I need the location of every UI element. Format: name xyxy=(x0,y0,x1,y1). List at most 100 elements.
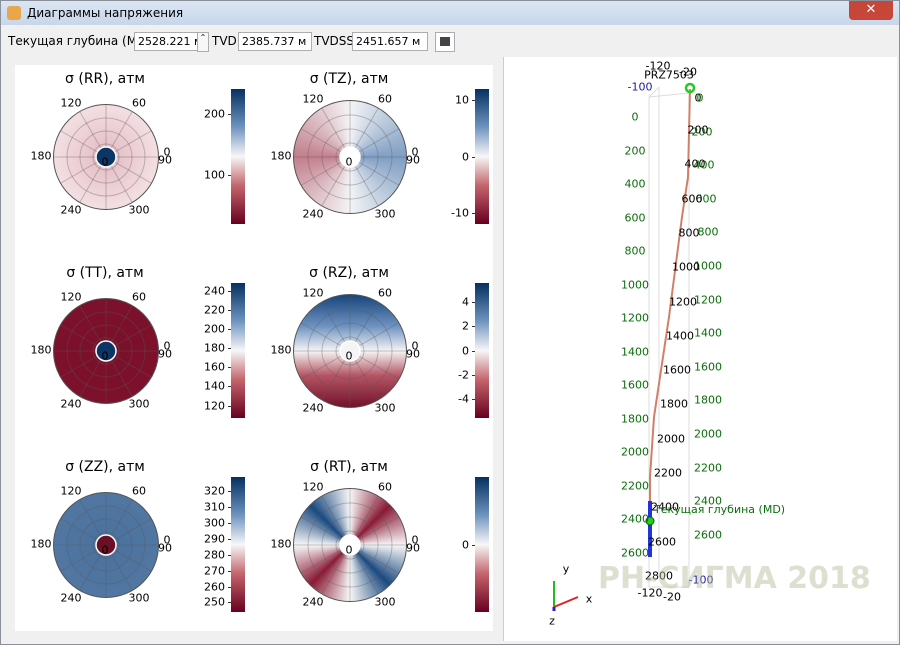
colorbar-tick xyxy=(228,367,231,369)
tvdss-input[interactable]: 2451.657 м xyxy=(352,32,428,51)
angle-label: 0 xyxy=(101,155,109,169)
image-button[interactable] xyxy=(435,32,455,52)
colorbar-tick-label: 120 xyxy=(204,399,225,413)
view-3d: PRZ7503 -120 -20 -100 0 0 200 400 600 800 1000 1200… xyxy=(503,57,897,641)
md-spin[interactable]: ⌃ xyxy=(197,32,209,52)
colorbar-tick-label: -4 xyxy=(458,392,469,406)
colorbar-tick-label: 140 xyxy=(204,379,225,393)
depth-label-right: 800 xyxy=(697,225,719,239)
axis-triad-label: y xyxy=(562,562,570,576)
depth-label-right: 2200 xyxy=(694,461,722,475)
angle-label: 240 xyxy=(60,203,82,217)
angle-label: 300 xyxy=(128,203,150,217)
colorbar-tick xyxy=(472,212,475,214)
colorbar-tick-label: 280 xyxy=(204,548,225,562)
depth-label-right: 2600 xyxy=(694,528,722,542)
colorbar-tick xyxy=(472,302,475,304)
polar-grid xyxy=(294,101,406,213)
angle-label: 0 xyxy=(345,349,353,363)
colorbar-tick-label: 300 xyxy=(204,516,225,530)
angle-label: 60 xyxy=(378,480,392,494)
colorbar-tick xyxy=(228,405,231,407)
colorbar xyxy=(475,283,489,418)
angle-label: 240 xyxy=(60,397,82,411)
colorbar-tick xyxy=(228,570,231,572)
colorbar-tick xyxy=(228,348,231,350)
depth-label-track: 400 xyxy=(684,157,706,171)
plot-title: σ (ZZ), атм xyxy=(65,459,145,475)
angle-label: 0 xyxy=(411,339,419,353)
axis-label: -100 xyxy=(627,80,653,94)
colorbar-tick xyxy=(228,523,231,525)
angle-label: 120 xyxy=(302,480,324,494)
depth-label-right: 2400 xyxy=(694,494,722,508)
stress-panel: σ (RR), атм 120 60 180 0 90 240 300 0 100 200 σ (TZ… xyxy=(15,65,493,631)
well-name: PRZ7503 xyxy=(644,68,694,82)
depth-label-left: 2000 xyxy=(621,445,649,459)
colorbar-tick xyxy=(228,174,231,176)
angle-label: 90 xyxy=(406,153,420,167)
md-label: Текущая глубина (MD): xyxy=(8,34,156,48)
colorbar-tick xyxy=(228,602,231,604)
colorbar xyxy=(475,89,489,224)
plot-title: σ (RT), атм xyxy=(310,459,388,475)
depth-label-right: 0 xyxy=(696,91,704,105)
tvd-input[interactable]: 2385.737 м xyxy=(238,32,312,51)
axis-triad-label: x xyxy=(585,592,593,606)
colorbar-tick-label: 2 xyxy=(462,319,469,333)
close-button[interactable]: ✕ xyxy=(849,1,893,20)
angle-label: 300 xyxy=(374,595,396,609)
angle-label: 90 xyxy=(158,541,172,555)
angle-label: 60 xyxy=(132,290,146,304)
angle-label: 0 xyxy=(163,145,171,159)
colorbar-tick-label: 180 xyxy=(204,341,225,355)
depth-label-left: 1200 xyxy=(621,311,649,325)
depth-label-track: 1800 xyxy=(660,397,688,411)
colorbar-tick-label: 320 xyxy=(204,484,225,498)
depth-label-left: 1600 xyxy=(621,378,649,392)
depth-label-left: 2200 xyxy=(621,479,649,492)
depth-label-left: 800 xyxy=(624,244,646,258)
colorbar-tick-label: 0 xyxy=(462,150,469,163)
angle-label: 90 xyxy=(406,541,420,555)
app-icon xyxy=(7,6,21,20)
angle-label: 120 xyxy=(302,92,324,106)
angle-label: 120 xyxy=(60,484,82,498)
depth-label-track: 1400 xyxy=(666,329,694,343)
colorbar-tick-label: -2 xyxy=(458,368,469,382)
colorbar xyxy=(231,283,245,418)
angle-label: 0 xyxy=(411,533,419,547)
angle-label: 120 xyxy=(302,286,324,300)
angle-label: 180 xyxy=(30,343,52,357)
angle-label: 60 xyxy=(378,92,392,106)
depth-label-track: 2000 xyxy=(657,432,685,446)
angle-label: 0 xyxy=(345,155,353,169)
angle-label: 300 xyxy=(374,401,396,415)
colorbar xyxy=(231,477,245,612)
well-3d-canvas xyxy=(552,82,696,611)
angle-label: 60 xyxy=(378,286,392,300)
angle-label: 120 xyxy=(60,290,82,304)
depth-label-track: 1600 xyxy=(663,363,691,377)
colorbar-tick xyxy=(228,328,231,330)
depth-label-track: 2200 xyxy=(654,466,682,480)
angle-label: 0 xyxy=(163,533,171,547)
depth-label-track: 2400 xyxy=(651,500,679,514)
depth-label-right: 600 xyxy=(695,192,717,206)
depth-label-track: 600 xyxy=(681,192,703,206)
depth-label-track: 1000 xyxy=(672,260,700,274)
colorbar-tick xyxy=(472,374,475,376)
angle-label: 180 xyxy=(270,149,292,163)
colorbar xyxy=(475,477,489,612)
colorbar-tick-label: 220 xyxy=(204,303,225,317)
md-input[interactable]: 2528.221 м xyxy=(134,32,202,51)
polar-grid xyxy=(54,493,158,597)
angle-label: 60 xyxy=(132,96,146,110)
colorbar-tick xyxy=(228,491,231,493)
colorbar-tick-label: 200 xyxy=(204,107,225,121)
polar-grid xyxy=(294,489,406,601)
angle-label: 180 xyxy=(30,537,52,551)
colorbar-tick-label: 250 xyxy=(204,595,225,609)
axis-label: -20 xyxy=(663,590,681,604)
tvd-label: TVD: xyxy=(212,34,241,48)
